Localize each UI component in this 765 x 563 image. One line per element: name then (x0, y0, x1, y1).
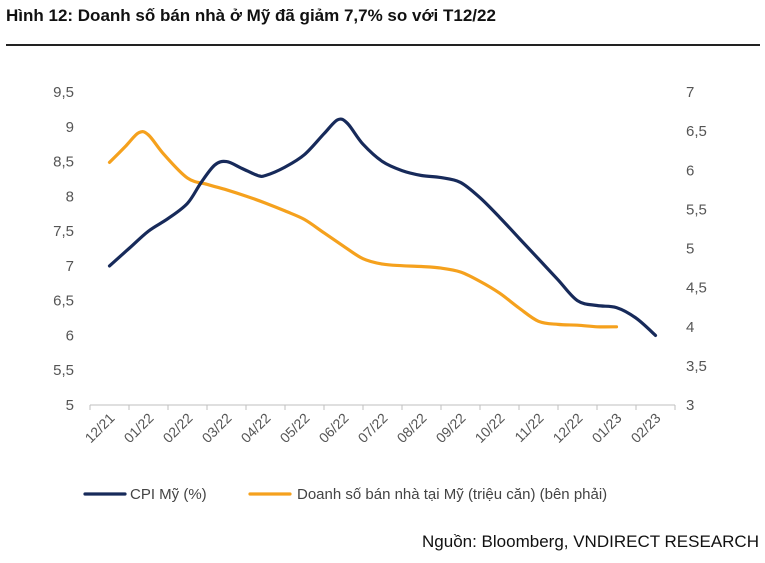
title-divider (6, 44, 760, 46)
x-tick-label: 06/22 (316, 410, 352, 446)
left-y-tick-label: 6,5 (53, 293, 74, 310)
x-tick-label: 10/22 (472, 410, 508, 446)
source-note: Nguồn: Bloomberg, VNDIRECT RESEARCH (422, 532, 759, 551)
x-tick-label: 12/22 (550, 410, 586, 446)
x-tick-label: 02/22 (160, 410, 196, 446)
chart-axes (89, 404, 676, 410)
x-tick-label: 08/22 (394, 410, 430, 446)
x-tick-label: 12/21 (82, 410, 118, 446)
left-y-tick-label: 8,5 (53, 154, 74, 171)
x-tick-label: 07/22 (355, 410, 391, 446)
x-tick-label: 03/22 (199, 410, 235, 446)
left-y-tick-label: 7,5 (53, 223, 74, 240)
x-tick-label: 11/22 (511, 410, 547, 446)
right-y-tick-label: 5 (686, 241, 694, 258)
series-lines (107, 117, 658, 337)
x-tick-label: 01/22 (121, 410, 157, 446)
left-y-tick-label: 6 (66, 327, 74, 344)
home-sales-series-line (107, 130, 619, 329)
x-tick-label: 01/23 (589, 410, 625, 446)
x-tick-label: 05/22 (277, 410, 313, 446)
right-y-tick-label: 5,5 (686, 201, 707, 218)
right-y-axis-ticks: 3 3,5 4 4,5 5 5,5 6 6,5 7 (686, 84, 707, 414)
left-y-tick-label: 5 (66, 397, 74, 414)
legend-label: CPI Mỹ (%) (130, 486, 207, 503)
right-y-tick-label: 7 (686, 84, 694, 101)
legend-label: Doanh số bán nhà tại Mỹ (triệu căn) (bên… (297, 486, 607, 503)
x-tick-label: 09/22 (433, 410, 469, 446)
left-y-tick-label: 5,5 (53, 362, 74, 379)
right-y-tick-label: 4,5 (686, 280, 707, 297)
right-y-tick-label: 4 (686, 319, 694, 336)
legend: CPI Mỹ (%) Doanh số bán nhà tại Mỹ (triệu… (83, 486, 607, 503)
left-y-tick-label: 9,5 (53, 84, 74, 101)
x-axis-ticks: 12/21 01/22 02/22 03/22 04/22 05/22 06/22 07/22… (82, 410, 664, 446)
cpi-series-line (107, 117, 658, 337)
left-y-axis-ticks: 5 5,5 6 6,5 7 7,5 8 8,5 9 9,5 (53, 84, 74, 414)
right-y-tick-label: 3 (686, 397, 694, 414)
x-tick-label: 02/23 (628, 410, 664, 446)
left-y-tick-label: 8 (66, 188, 74, 205)
right-y-tick-label: 6,5 (686, 123, 707, 140)
x-tick-label: 04/22 (238, 410, 274, 446)
chart-title: Hình 12: Doanh số bán nhà ở Mỹ đã giảm 7… (6, 6, 496, 25)
left-y-tick-label: 9 (66, 119, 74, 136)
left-y-tick-label: 7 (66, 258, 74, 275)
right-y-tick-label: 3,5 (686, 358, 707, 375)
right-y-tick-label: 6 (686, 162, 694, 179)
